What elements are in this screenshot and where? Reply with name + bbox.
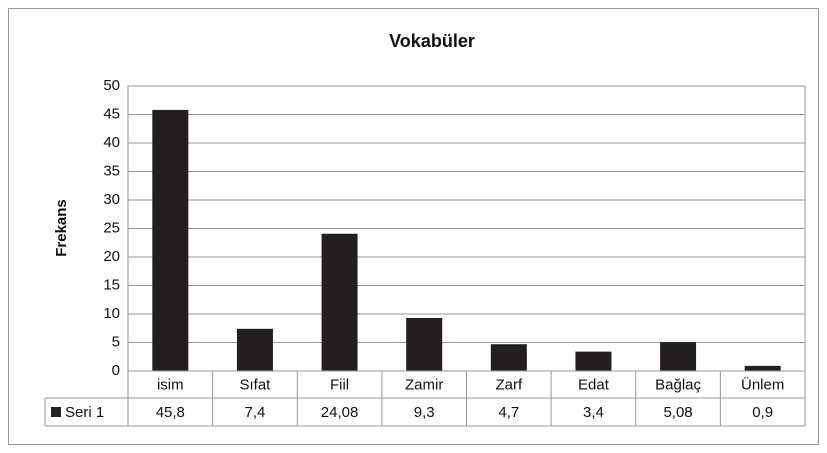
bar: [406, 317, 443, 371]
legend-label: Seri 1: [65, 404, 104, 421]
data-table-value: 4,7: [498, 404, 519, 421]
x-tick-label: Bağlaç: [655, 376, 701, 393]
y-tick-label: 30: [103, 191, 120, 208]
y-axis-label: Frekans: [53, 199, 70, 257]
y-tick-label: 0: [112, 362, 120, 379]
y-tick-label: 20: [103, 248, 120, 265]
bar: [236, 328, 273, 371]
data-table-value: 3,4: [583, 404, 604, 421]
y-tick-label: 40: [103, 134, 120, 151]
data-table-value: 0,9: [752, 404, 773, 421]
bar: [575, 351, 612, 371]
legend-key: [51, 407, 61, 417]
data-table-value: 45,8: [156, 404, 185, 421]
y-tick-label: 50: [103, 77, 120, 94]
data-table-value: 5,08: [663, 404, 692, 421]
x-tick-label: Ünlem: [741, 375, 784, 393]
y-tick-label: 35: [103, 162, 120, 179]
chart-border: [8, 8, 819, 445]
bar: [490, 344, 527, 371]
chart-title: Vokabüler: [389, 31, 475, 51]
y-tick-label: 15: [103, 276, 120, 293]
y-tick-label: 5: [112, 333, 120, 350]
bar: [321, 233, 358, 371]
x-tick-label: Zamir: [405, 376, 443, 393]
data-table-value: 7,4: [245, 404, 266, 421]
bar: [152, 109, 189, 371]
bar: [660, 342, 697, 371]
y-tick-label: 10: [103, 305, 120, 322]
x-tick-label: Zarf: [495, 376, 523, 393]
data-table-value: 24,08: [321, 404, 359, 421]
data-table-value: 9,3: [414, 404, 435, 421]
x-tick-label: Edat: [578, 376, 610, 393]
y-tick-label: 45: [103, 105, 120, 122]
x-tick-label: Sıfat: [240, 376, 272, 393]
bar: [744, 365, 781, 371]
x-tick-label: isim: [157, 376, 184, 393]
y-tick-label: 25: [103, 219, 120, 236]
x-tick-label: Fiil: [330, 376, 349, 393]
